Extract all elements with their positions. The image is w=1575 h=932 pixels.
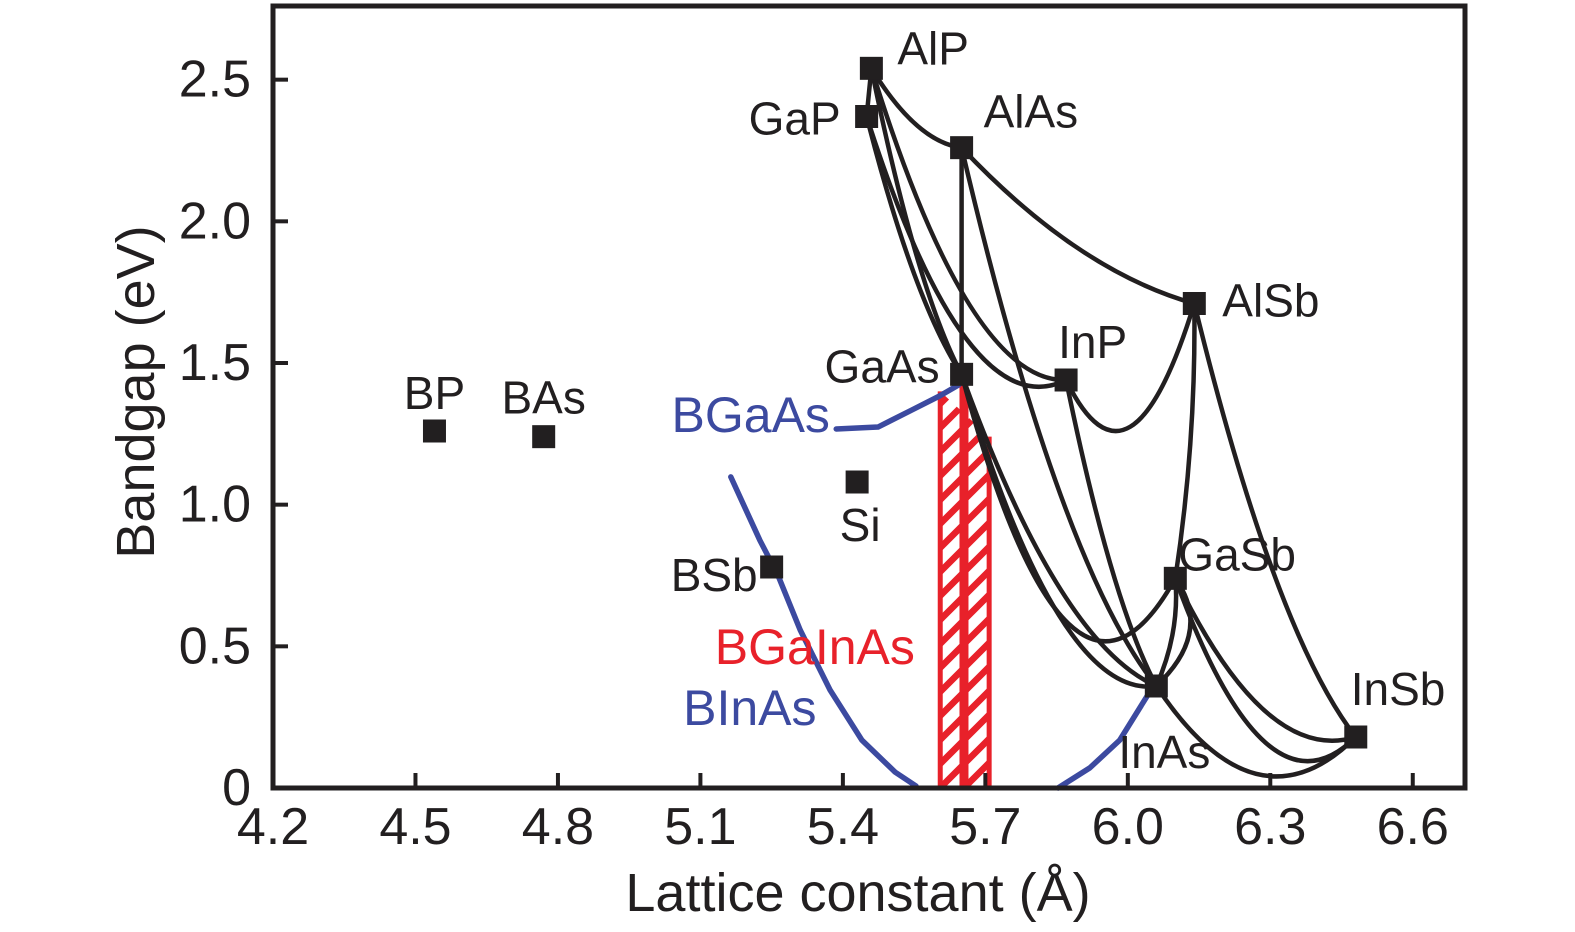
axes-frame-group <box>270 3 1468 791</box>
bgainas-region-group <box>937 385 992 788</box>
alloy-curve-GaP-GaAs <box>864 114 964 377</box>
alloy-curve-GaAs-GaSb <box>959 372 1178 644</box>
b-alloy-curve-BInAs <box>728 474 919 789</box>
alloy-curve-GaP-InP <box>864 114 1069 390</box>
labels-group: AlP GaP AlAs GaAs InP AlSb GaSb InAs InSb BP BAs Si… <box>404 22 1446 778</box>
plot-frame <box>270 3 1468 791</box>
ticks-group: 4.2 4.5 4.8 5.1 5.4 5.7 6.0 6.3 6.6 0 0.5 1.0 1.5 2.0… <box>179 51 1449 856</box>
x-axis-title: Lattice constant (Å) <box>625 863 1090 923</box>
b-alloy-curve-BGaAs <box>833 382 962 432</box>
point-marker <box>855 105 879 128</box>
alloy-curves-group <box>864 66 1359 779</box>
alloy-curve-InAs-GaSb <box>1154 576 1193 689</box>
point-label: BSb <box>671 549 758 601</box>
point-label: InP <box>1058 316 1127 368</box>
x-tick-label: 6.0 <box>1092 798 1164 856</box>
point-label: BAs <box>502 372 586 424</box>
x-tick-label: 6.6 <box>1377 798 1449 856</box>
point-label: AlP <box>897 22 969 74</box>
point-label: AlAs <box>984 86 1079 138</box>
point-label: BP <box>404 367 465 419</box>
point-label: AlSb <box>1222 275 1319 327</box>
point-label: InSb <box>1351 663 1446 715</box>
y-tick-label: 2.0 <box>179 192 251 250</box>
y-axis-title: Bandgap (eV) <box>106 225 166 558</box>
alloy-curve-InP-InAs <box>1063 377 1159 689</box>
y-tick-label: 0 <box>222 759 251 817</box>
y-tick-label: 1.0 <box>179 476 251 534</box>
point-marker <box>859 56 883 80</box>
alloy-curve-GaSb-InSb <box>1173 576 1359 743</box>
x-tick-label: 5.4 <box>807 798 879 856</box>
x-tick-label: 5.1 <box>664 798 736 856</box>
point-marker <box>760 555 784 579</box>
alloy-curve-InAs-InSb <box>1154 683 1359 779</box>
point-label: InAs <box>1118 726 1210 778</box>
point-marker <box>1344 725 1368 749</box>
x-tick-label: 4.8 <box>522 798 594 856</box>
point-marker <box>1144 674 1168 698</box>
annotation-label: BInAs <box>683 680 816 736</box>
point-label: GaSb <box>1178 528 1296 580</box>
alloy-curve-AlSb-InSb <box>1192 301 1359 740</box>
alloy-curve-GaAs-InAs <box>959 372 1159 689</box>
alloy-curve-AlP-InP <box>869 66 1069 383</box>
point-label: GaAs <box>825 340 940 392</box>
annotation-label: BGaInAs <box>715 619 915 675</box>
x-tick-label: 5.7 <box>949 798 1021 856</box>
point-marker <box>845 470 869 494</box>
x-tick-label: 6.3 <box>1234 798 1306 856</box>
y-tick-label: 1.5 <box>179 334 251 392</box>
point-label: Si <box>840 499 881 551</box>
alloy-curve-InP-AlSb <box>1063 301 1197 434</box>
y-tick-label: 2.5 <box>179 51 251 109</box>
point-marker <box>532 425 556 449</box>
y-tick-label: 0.5 <box>179 617 251 675</box>
point-marker <box>1054 368 1078 392</box>
x-tick-label: 4.2 <box>237 798 309 856</box>
alloy-curve-AlAs-AlSb <box>959 145 1197 306</box>
point-marker <box>422 419 446 443</box>
point-marker <box>950 362 974 386</box>
point-marker <box>1182 292 1206 315</box>
point-marker <box>1163 566 1187 590</box>
alloy-curve-AlAs-InAs <box>959 145 1159 689</box>
point-label: GaP <box>749 93 841 145</box>
annotation-label: BGaAs <box>672 387 830 443</box>
x-tick-label: 4.5 <box>379 798 451 856</box>
alloy-curve-AlSb-GaSb <box>1173 301 1197 581</box>
data-points-group <box>422 56 1368 749</box>
point-marker <box>950 136 974 160</box>
